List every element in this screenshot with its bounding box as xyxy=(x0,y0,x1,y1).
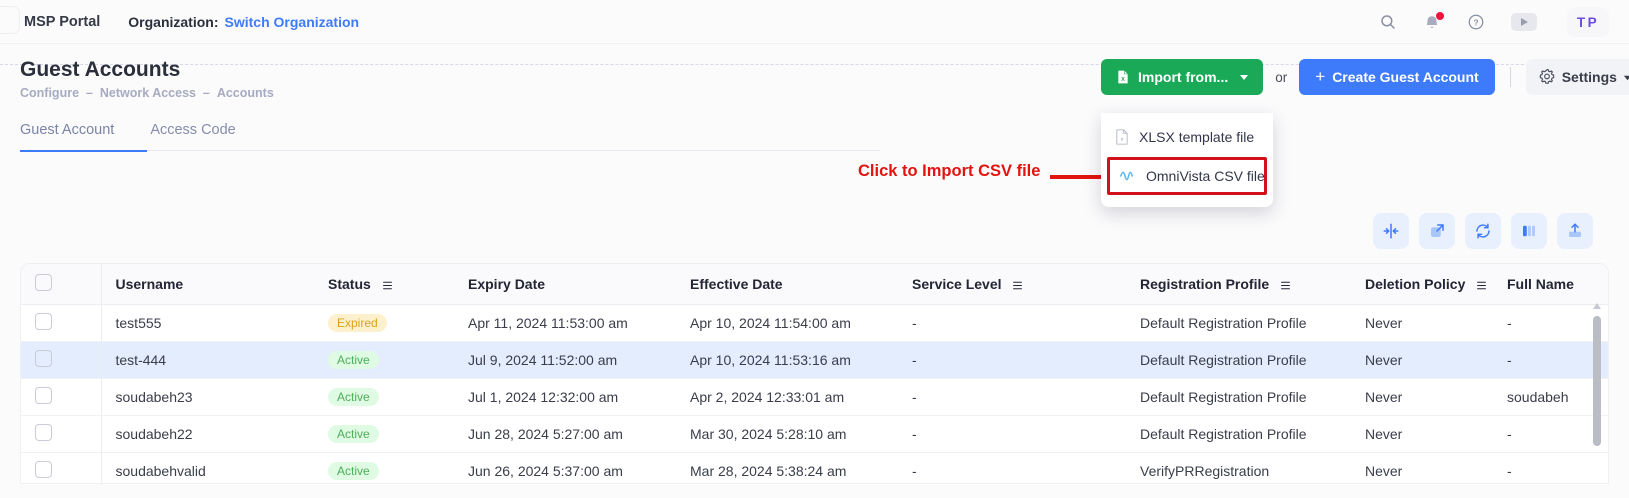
svg-text:x: x xyxy=(1121,137,1124,142)
svg-text:X: X xyxy=(1121,77,1125,83)
svg-text:?: ? xyxy=(1473,18,1478,27)
